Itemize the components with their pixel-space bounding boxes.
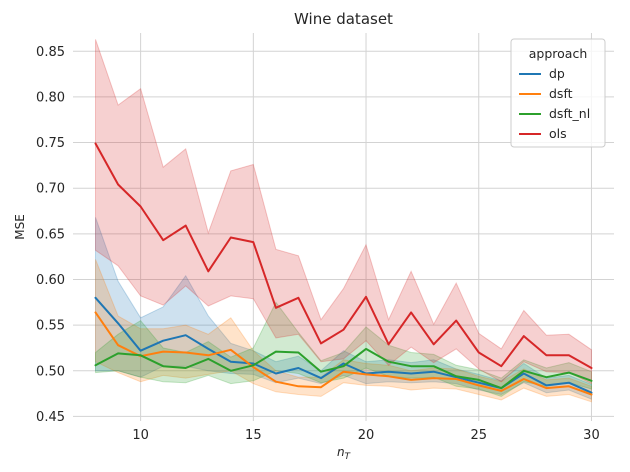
y-tick-label: 0.85: [36, 45, 65, 60]
x-tick-label: 20: [358, 428, 375, 443]
x-axis-label-main: n: [337, 445, 345, 459]
x-tick-label: 30: [583, 428, 600, 443]
y-tick-label: 0.45: [36, 410, 65, 425]
x-tick-label: 15: [245, 428, 262, 443]
x-axis-label-subscript: T: [345, 452, 352, 462]
y-tick-label: 0.50: [36, 364, 65, 379]
confidence-band-dp: [95, 217, 592, 400]
chart-title: Wine dataset: [294, 10, 393, 28]
y-axis-ticks: 0.45 0.50 0.55 0.60 0.65 0.70 0.75 0.80 0.85: [36, 45, 65, 425]
legend-label-dp: dp: [549, 66, 565, 81]
legend-label-dsft_nl: dsft_nl: [549, 106, 590, 121]
y-tick-label: 0.55: [36, 319, 65, 334]
y-tick-label: 0.70: [36, 182, 65, 197]
legend-label-ols: ols: [549, 126, 567, 141]
legend-box: [510, 38, 606, 148]
x-axis-ticks: 10 15 20 25 30: [132, 428, 599, 443]
y-tick-label: 0.60: [36, 273, 65, 288]
x-tick-label: 10: [132, 428, 149, 443]
gridlines: [73, 33, 614, 421]
confidence-band-ols: [95, 39, 592, 385]
y-axis-label: MSE: [13, 214, 27, 240]
series-lines: [94, 142, 593, 396]
confidence-band-dsft: [95, 259, 592, 403]
series-line-dsft_nl: [94, 347, 593, 390]
y-tick-label: 0.80: [36, 90, 65, 105]
legend-title: approach: [529, 46, 588, 61]
x-tick-label: 25: [470, 428, 487, 443]
confidence-bands: [95, 39, 592, 403]
series-line-ols: [94, 142, 593, 369]
x-axis-label: nT: [337, 445, 352, 462]
y-tick-label: 0.65: [36, 227, 65, 242]
legend-label-dsft: dsft: [549, 86, 573, 101]
series-line-dsft: [94, 311, 593, 396]
y-tick-label: 0.75: [36, 136, 65, 151]
confidence-band-dsft_nl: [95, 301, 592, 397]
